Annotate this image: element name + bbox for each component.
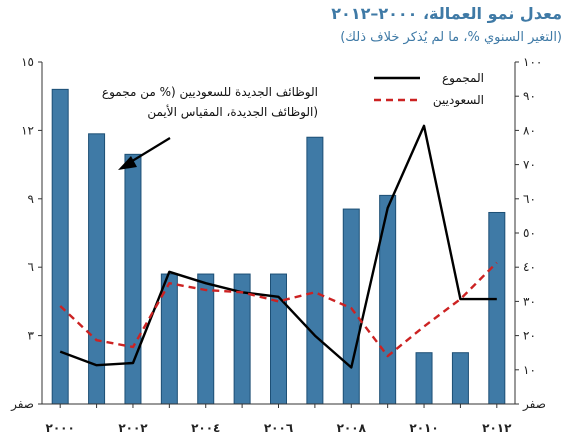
right-tick-label: ٣٠: [523, 294, 536, 308]
legend-label-0: المجموع: [442, 71, 484, 86]
chart-subtitle: (التغير السنوي %، ما لم يُذكر خلاف ذلك): [340, 30, 562, 45]
bar-2002: [124, 153, 142, 405]
left-tick-label: ٣: [28, 329, 35, 343]
annotation-arrow-head: [118, 156, 137, 170]
x-tick-label: ٢٠٠٦: [264, 421, 293, 435]
right-tick-label: ١٠٠: [523, 55, 542, 69]
right-tick-label: ٢٠: [523, 329, 536, 343]
bar-2007: [306, 136, 324, 405]
right-tick-label: ٧٠: [523, 158, 536, 172]
legend-label-1: السعوديين: [433, 93, 484, 108]
bar-2000: [51, 88, 69, 405]
x-tick-label: ٢٠٠٢: [118, 421, 148, 435]
bar-2009: [379, 194, 397, 405]
annotation-text-1: الوظائف الجديدة، المقياس الأيمن): [147, 104, 318, 120]
bar-2010: [415, 352, 433, 405]
annotation-text-0: الوظائف الجديدة للسعوديين (% من مجموع: [102, 85, 318, 100]
left-tick-label: ٩: [28, 192, 34, 206]
right-tick-label: صفر: [522, 397, 546, 412]
bar-2004: [197, 273, 215, 405]
x-tick-label: ٢٠٠٤: [191, 421, 220, 435]
left-tick-label: ١٥: [21, 55, 34, 69]
series-line-2: [59, 261, 498, 358]
right-tick-label: ٥٠: [523, 226, 536, 240]
bar-2012: [488, 211, 506, 405]
bar-2006: [270, 273, 287, 405]
x-tick-label: ٢٠١٠: [409, 421, 438, 435]
left-tick-label: صفر: [10, 397, 34, 412]
right-tick-label: ٩٠: [523, 89, 536, 103]
left-tick-label: ١٢: [21, 123, 34, 137]
bar-2011: [451, 352, 469, 405]
right-tick-label: ٦٠: [523, 192, 536, 206]
x-tick-label: ٢٠٠٨: [337, 421, 367, 435]
left-tick-label: ٦: [28, 260, 34, 274]
right-tick-label: ٤٠: [523, 260, 536, 274]
series-line-1: [59, 124, 497, 369]
right-tick-label: ٨٠: [523, 123, 536, 137]
x-tick-label: ٢٠١٢: [482, 421, 512, 435]
chart-title: معدل نمو العمالة، ٢٠٠٠–٢٠١٢: [331, 4, 562, 23]
right-tick-label: ١٠: [523, 363, 536, 377]
x-tick-label: ٢٠٠٠: [46, 421, 75, 435]
